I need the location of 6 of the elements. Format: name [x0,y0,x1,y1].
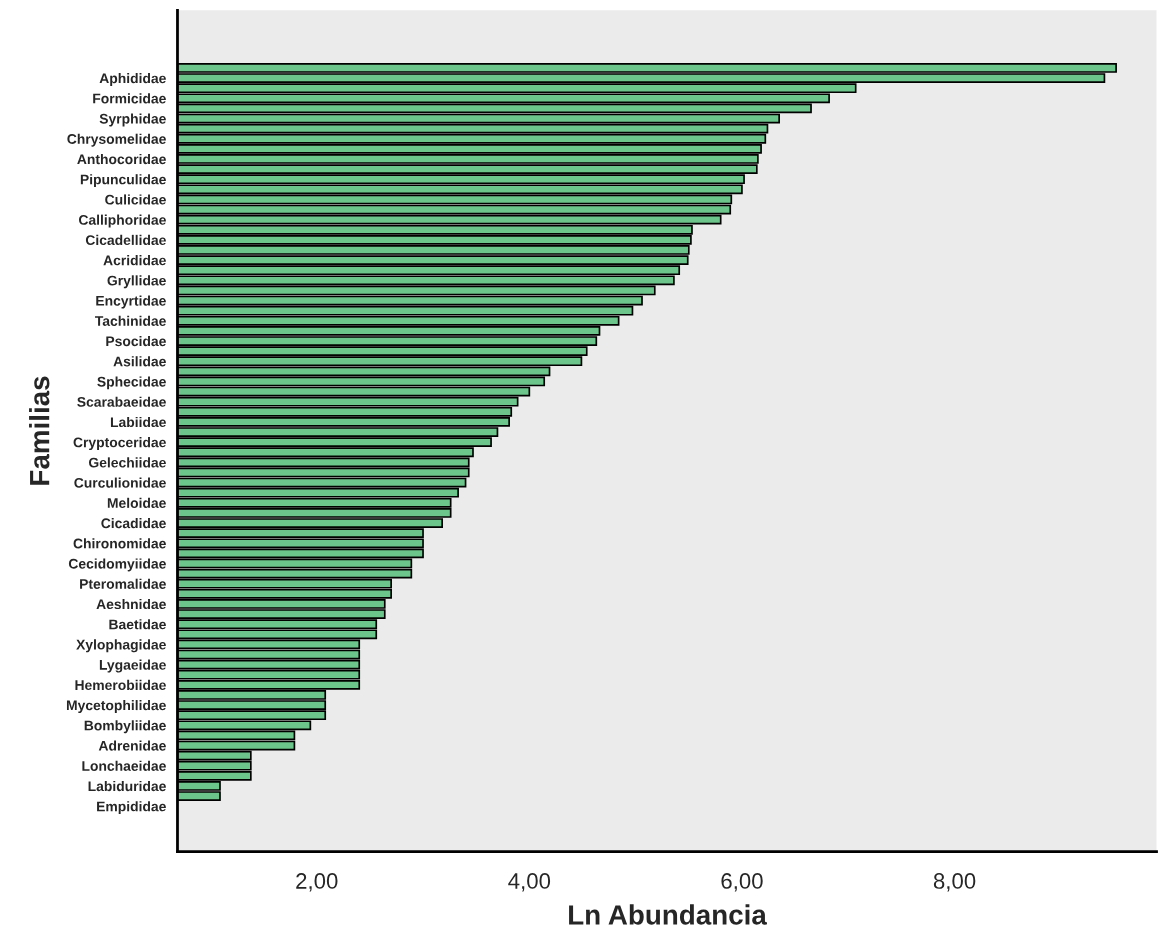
x-tick-label: 2,00 [296,873,338,892]
x-axis-title: Ln Abundancia [569,904,767,925]
x-tick-label: 6,00 [721,873,763,892]
y-axis-title: Familias [29,376,50,485]
x-tick-label: 8,00 [933,873,976,892]
x-tick-label: 4,00 [508,873,551,892]
